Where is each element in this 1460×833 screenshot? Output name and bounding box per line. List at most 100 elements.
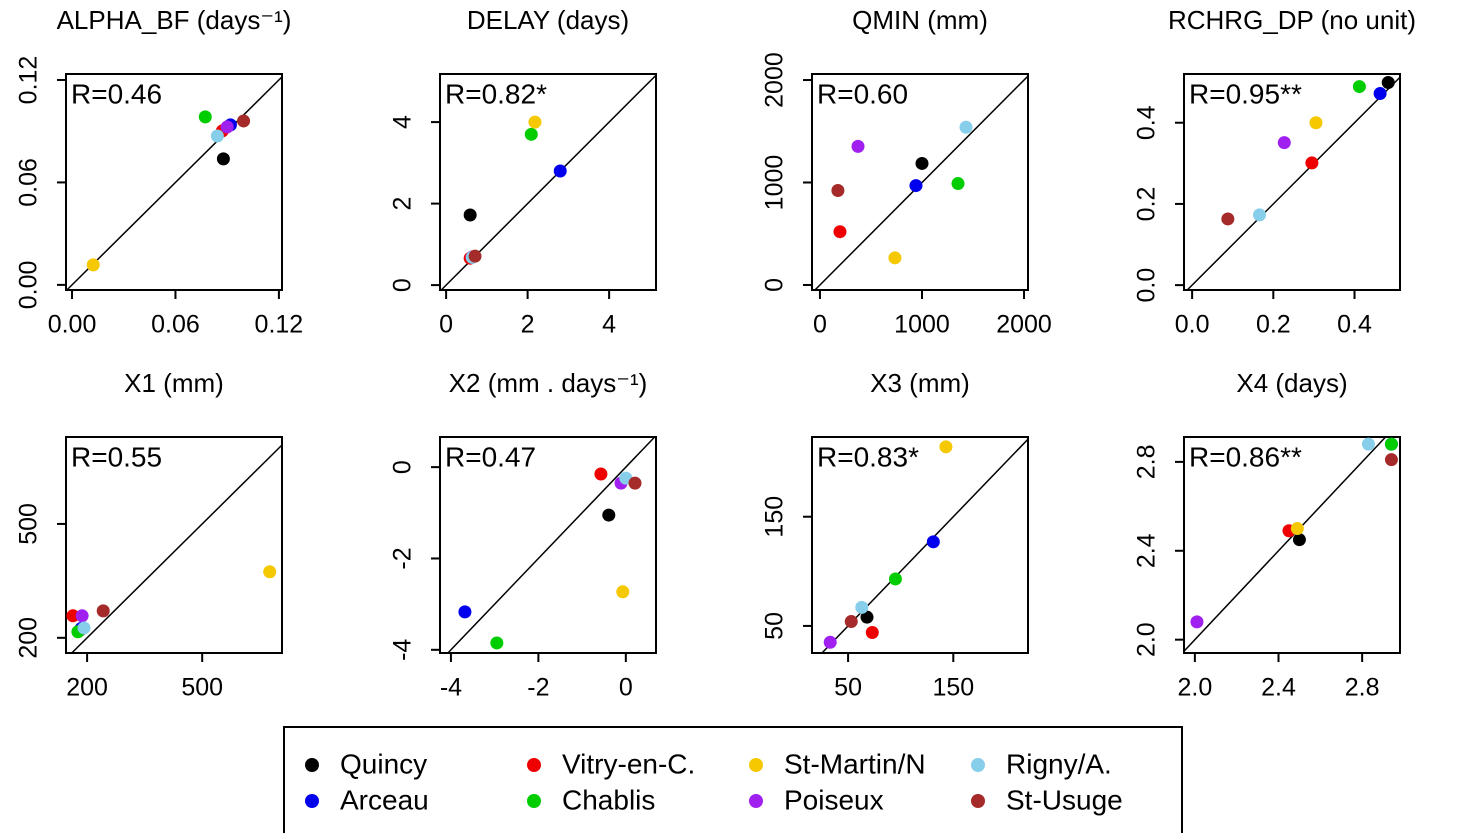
y-tick-label: -4 — [389, 639, 417, 661]
point — [1292, 533, 1306, 547]
panel-title: RCHRG_DP (no unit) — [1168, 5, 1416, 35]
point — [831, 184, 845, 198]
x-tick-label: 0.12 — [255, 311, 304, 339]
y-tick-label: 0.2 — [1133, 187, 1161, 222]
legend-marker — [305, 794, 319, 808]
x-tick-label: 50 — [834, 674, 862, 702]
point — [468, 249, 482, 263]
legend-label: St-Martin/N — [784, 748, 926, 779]
r-annotation: R=0.95** — [1189, 78, 1302, 109]
panel-title: ALPHA_BF (days⁻¹) — [57, 5, 292, 35]
r-annotation: R=0.82* — [445, 78, 547, 109]
point — [1277, 136, 1291, 150]
y-tick-label: 0 — [389, 460, 417, 474]
x-tick-label: -2 — [527, 674, 549, 702]
panel-title: X3 (mm) — [870, 368, 970, 398]
panel-title: X2 (mm . days⁻¹) — [449, 368, 648, 398]
one-to-one-line — [821, 438, 1029, 654]
plot-frame — [439, 73, 657, 291]
plot-frame — [439, 436, 657, 654]
point — [237, 114, 251, 128]
y-tick-label: 2000 — [761, 52, 789, 108]
point — [833, 225, 847, 239]
y-tick-label: 4 — [389, 115, 417, 129]
x-tick-label: 150 — [932, 674, 974, 702]
legend-marker — [971, 758, 985, 772]
point — [888, 251, 902, 265]
y-tick-label: 200 — [15, 617, 43, 659]
x-tick-label: 1000 — [894, 311, 950, 339]
point — [959, 120, 973, 134]
point — [1381, 76, 1395, 90]
plot-frame — [1183, 436, 1401, 654]
legend-label: Poiseux — [784, 784, 884, 815]
x-tick-label: 2.4 — [1261, 674, 1296, 702]
y-tick-label: 50 — [761, 612, 789, 640]
r-annotation: R=0.83* — [817, 441, 919, 472]
one-to-one-line — [71, 444, 283, 654]
legend-label: Quincy — [340, 748, 427, 779]
plot-frame — [1183, 73, 1401, 291]
legend-label: Vitry-en-C. — [562, 748, 695, 779]
panel-title: X1 (mm) — [124, 368, 224, 398]
r-annotation: R=0.46 — [71, 78, 162, 109]
x-tick-label: 500 — [181, 674, 223, 702]
x-tick-label: 200 — [66, 674, 108, 702]
point — [77, 621, 91, 635]
y-tick-label: 2.0 — [1133, 622, 1161, 657]
y-tick-label: 2 — [389, 197, 417, 211]
legend-marker — [305, 758, 319, 772]
point — [198, 110, 212, 124]
point — [1361, 437, 1375, 451]
y-tick-label: 0 — [389, 278, 417, 292]
point — [263, 565, 277, 579]
y-tick-label: 1000 — [761, 155, 789, 211]
point — [1373, 86, 1387, 100]
legend-marker — [749, 758, 763, 772]
y-tick-label: 2.8 — [1133, 445, 1161, 480]
point — [463, 208, 477, 222]
one-to-one-line — [447, 436, 656, 654]
one-to-one-line — [66, 76, 283, 291]
point — [616, 585, 630, 599]
x-tick-label: 2000 — [996, 311, 1052, 339]
legend-label: St-Usuge — [1006, 784, 1123, 815]
legend-label: Arceau — [340, 784, 429, 815]
point — [909, 179, 923, 193]
plot-frame — [811, 436, 1029, 654]
point — [1290, 522, 1304, 536]
point — [210, 129, 224, 143]
y-tick-label: 0.00 — [15, 261, 43, 310]
point — [1384, 437, 1398, 451]
legend-marker — [527, 758, 541, 772]
point — [1253, 208, 1267, 222]
point — [216, 152, 230, 166]
x-tick-label: 0.00 — [48, 311, 97, 339]
point — [458, 605, 472, 619]
legend-marker — [971, 794, 985, 808]
y-tick-label: -2 — [389, 547, 417, 569]
x-tick-label: 0.2 — [1256, 311, 1291, 339]
x-tick-label: 0.06 — [151, 311, 200, 339]
x-tick-label: 0.0 — [1175, 311, 1210, 339]
x-tick-label: 2.0 — [1177, 674, 1212, 702]
point — [851, 139, 865, 153]
point — [915, 156, 929, 170]
r-annotation: R=0.47 — [445, 441, 536, 472]
x-tick-label: 4 — [602, 311, 616, 339]
point — [86, 258, 100, 272]
point — [865, 625, 879, 639]
legend-marker — [749, 794, 763, 808]
point — [823, 635, 837, 649]
x-tick-label: 0 — [813, 311, 827, 339]
y-tick-label: 0.06 — [15, 158, 43, 207]
point — [951, 177, 965, 191]
point — [220, 120, 234, 134]
legend-marker — [527, 794, 541, 808]
point — [926, 535, 940, 549]
point — [939, 440, 953, 454]
point — [75, 609, 89, 623]
x-tick-label: 2.8 — [1345, 674, 1380, 702]
point — [528, 115, 542, 129]
point — [1190, 615, 1204, 629]
